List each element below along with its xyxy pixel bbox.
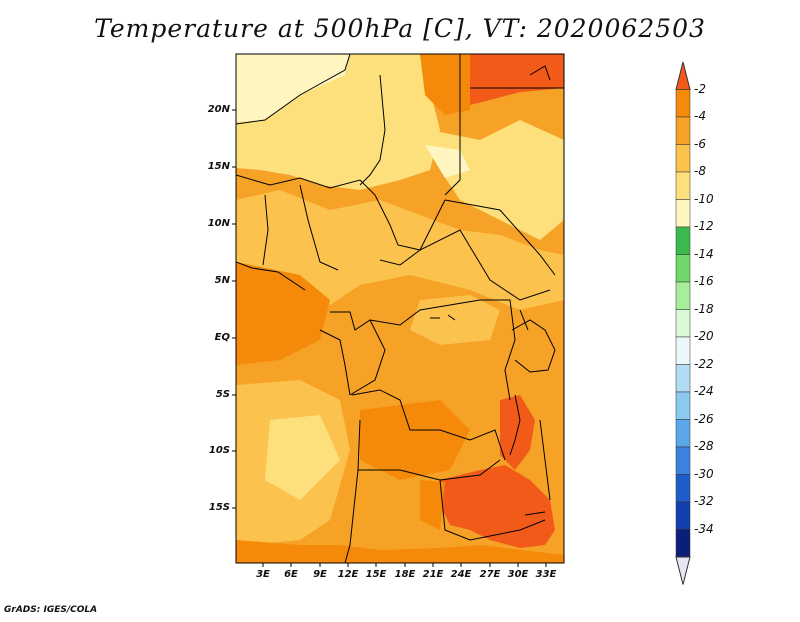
lon-tick-label: 12E xyxy=(337,569,359,580)
colorbar-swatch xyxy=(675,281,691,310)
colorbar-swatch xyxy=(675,474,691,503)
lon-tick-label: 33E xyxy=(535,569,557,580)
colorbar-label: -16 xyxy=(694,274,714,288)
colorbar-arrow-bottom xyxy=(675,556,691,585)
lon-tick-label: 6E xyxy=(284,569,298,580)
lat-tick-label: 10N xyxy=(207,218,230,229)
lon-tick-label: 24E xyxy=(450,569,472,580)
colorbar-label: -20 xyxy=(694,329,714,343)
colorbar-label: -32 xyxy=(694,494,714,508)
colorbar-swatch xyxy=(675,144,691,173)
colorbar-swatch xyxy=(675,254,691,283)
lat-tick-label: 5N xyxy=(214,275,230,286)
country-borders xyxy=(236,54,564,563)
colorbar-label: -26 xyxy=(694,411,714,426)
colorbar-label: -30 xyxy=(694,466,714,481)
colorbar-swatch xyxy=(675,391,691,420)
colorbar-swatch xyxy=(675,116,691,145)
colorbar-swatch xyxy=(675,364,691,393)
colorbar-swatch xyxy=(675,309,691,338)
lat-tick-label: 5S xyxy=(215,389,230,400)
colorbar-swatch xyxy=(675,419,691,448)
colorbar-label: -2 xyxy=(694,81,706,96)
lon-tick-label: 9E xyxy=(313,569,327,580)
lon-tick-label: 15E xyxy=(365,569,387,580)
colorbar-label: -6 xyxy=(694,136,706,151)
lat-tick-label: 10S xyxy=(208,445,230,456)
colorbar-swatch xyxy=(675,446,691,475)
map-frame xyxy=(235,53,565,564)
colorbar-swatch xyxy=(675,89,691,118)
colorbar-swatch xyxy=(675,336,691,365)
colorbar-label: -4 xyxy=(694,109,706,123)
credit-text: GrADS: IGES/COLA xyxy=(4,605,98,615)
colorbar-label: -24 xyxy=(694,384,714,398)
lon-tick-label: 30E xyxy=(507,569,529,580)
colorbar-arrow-top xyxy=(675,61,691,90)
colorbar-label: -10 xyxy=(694,191,714,206)
lat-tick-label: 20N xyxy=(207,104,230,115)
chart-title: Temperature at 500hPa [C], VT: 202006250… xyxy=(94,14,706,43)
lon-tick-label: 18E xyxy=(394,569,416,580)
colorbar-swatch xyxy=(675,171,691,200)
lon-tick-label: 3E xyxy=(256,569,270,580)
colorbar-swatch xyxy=(675,529,691,558)
colorbar-label: -8 xyxy=(694,164,706,178)
colorbar-label: -22 xyxy=(694,356,714,371)
axis-ticks xyxy=(232,109,547,567)
temperature-field xyxy=(236,54,564,563)
colorbar-label: -34 xyxy=(694,521,714,536)
colorbar-label: -28 xyxy=(694,439,714,453)
colorbar-swatch xyxy=(675,501,691,530)
lon-tick-label: 21E xyxy=(422,569,444,580)
lat-tick-label: EQ xyxy=(214,332,230,343)
colorbar xyxy=(675,61,691,585)
lat-tick-label: 15S xyxy=(208,502,230,513)
lon-tick-label: 27E xyxy=(479,569,501,580)
colorbar-label: -14 xyxy=(694,246,714,261)
colorbar-swatch xyxy=(675,226,691,255)
colorbar-label: -12 xyxy=(694,219,714,233)
colorbar-label: -18 xyxy=(694,301,714,316)
lat-tick-label: 15N xyxy=(207,161,230,172)
colorbar-swatch xyxy=(675,199,691,228)
